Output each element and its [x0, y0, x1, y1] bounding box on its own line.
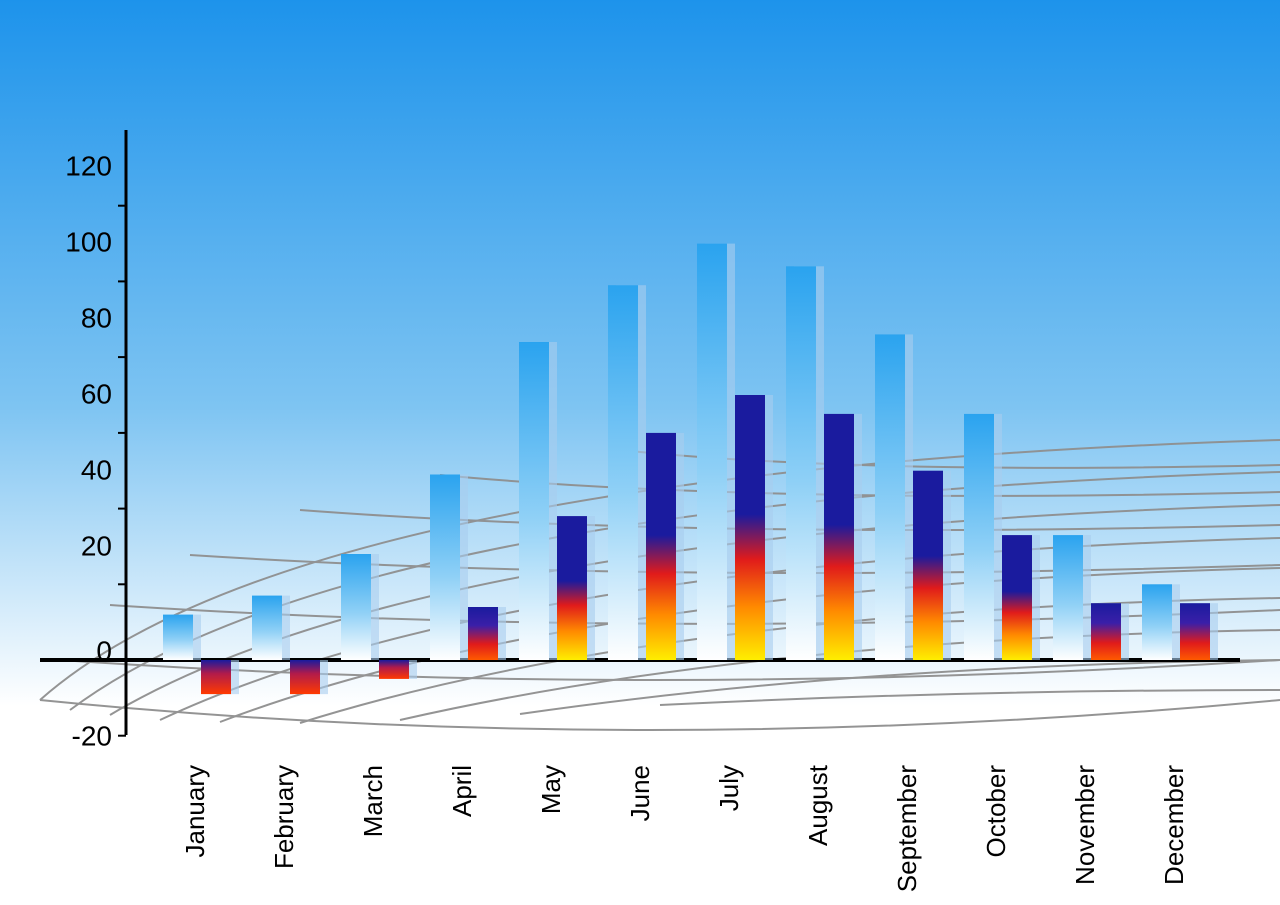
bar-s2-4	[557, 516, 587, 660]
bar-s1-3	[430, 475, 460, 661]
ytick-label-0: 0	[96, 635, 112, 666]
bar-s2-0	[201, 660, 231, 694]
bar-s1-0	[163, 615, 193, 660]
bar-s2-10	[1091, 603, 1121, 660]
bar-s1-9	[964, 414, 994, 660]
xtick-label-8: September	[892, 765, 922, 893]
bar-s2-1	[290, 660, 320, 694]
ytick-label-20: 20	[81, 530, 112, 561]
bar-s2-6	[735, 395, 765, 660]
bar-s1-6	[697, 244, 727, 660]
ytick-label-100: 100	[65, 226, 112, 257]
xtick-label-6: July	[714, 765, 744, 811]
bar-s1-7	[786, 266, 816, 660]
ytick-label-m20: -20	[72, 720, 112, 751]
xtick-label-9: October	[981, 765, 1011, 858]
xtick-label-11: December	[1159, 765, 1189, 885]
bar-s2-2	[379, 660, 409, 679]
xtick-label-3: April	[447, 765, 477, 817]
bar-s2-9	[1002, 535, 1032, 660]
bar-s1-11	[1142, 584, 1172, 660]
ytick-0: 0	[96, 635, 112, 666]
ytick-label-40: 40	[81, 454, 112, 485]
bar-s2-7	[824, 414, 854, 660]
monthly-bar-chart: 120 100 80 60 40 20 0 -20	[0, 0, 1280, 905]
xtick-label-7: August	[803, 764, 833, 846]
bar-s2-8	[913, 471, 943, 660]
ytick-label-80: 80	[81, 302, 112, 333]
bar-s2-5	[646, 433, 676, 660]
bar-s1-4	[519, 342, 549, 660]
bar-s2-3	[468, 607, 498, 660]
xtick-label-10: November	[1070, 765, 1100, 885]
xtick-label-0: January	[180, 765, 210, 858]
chart-container: 120 100 80 60 40 20 0 -20	[0, 0, 1280, 905]
xtick-label-1: February	[269, 765, 299, 869]
bar-s1-2	[341, 554, 371, 660]
xtick-label-5: June	[625, 765, 655, 821]
bar-s1-8	[875, 334, 905, 660]
bar-s2-11	[1180, 603, 1210, 660]
bar-s1-1	[252, 596, 282, 660]
bar-s1-5	[608, 285, 638, 660]
xtick-label-2: March	[358, 765, 388, 837]
ytick-label-60: 60	[81, 378, 112, 409]
ytick-label-120: 120	[65, 150, 112, 181]
xtick-label-4: May	[536, 765, 566, 814]
bar-s1-10	[1053, 535, 1083, 660]
